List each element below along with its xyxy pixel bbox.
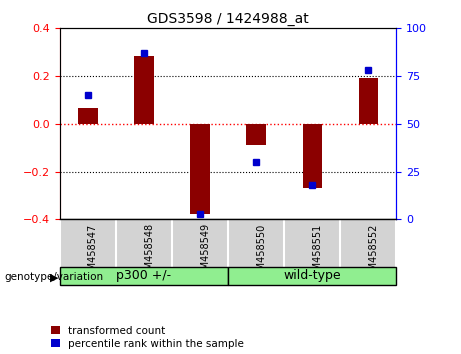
Text: genotype/variation: genotype/variation [5,272,104,282]
Title: GDS3598 / 1424988_at: GDS3598 / 1424988_at [148,12,309,26]
Bar [190,124,210,213]
Text: GSM458547: GSM458547 [88,223,98,282]
Text: GSM458549: GSM458549 [200,223,210,282]
Text: wild-type: wild-type [284,269,341,282]
Text: GSM458551: GSM458551 [313,223,322,282]
Bar [302,124,322,188]
Bar [60,267,228,285]
Bar [78,108,98,124]
Text: ▶: ▶ [50,273,58,282]
Bar [247,124,266,145]
Legend: transformed count, percentile rank within the sample: transformed count, percentile rank withi… [51,326,244,349]
Bar [134,56,154,124]
Text: GSM458548: GSM458548 [144,223,154,282]
Text: p300 +/-: p300 +/- [117,269,171,282]
Text: GSM458552: GSM458552 [368,223,378,283]
Bar [228,267,396,285]
Text: GSM458550: GSM458550 [256,223,266,282]
Bar [359,79,378,124]
